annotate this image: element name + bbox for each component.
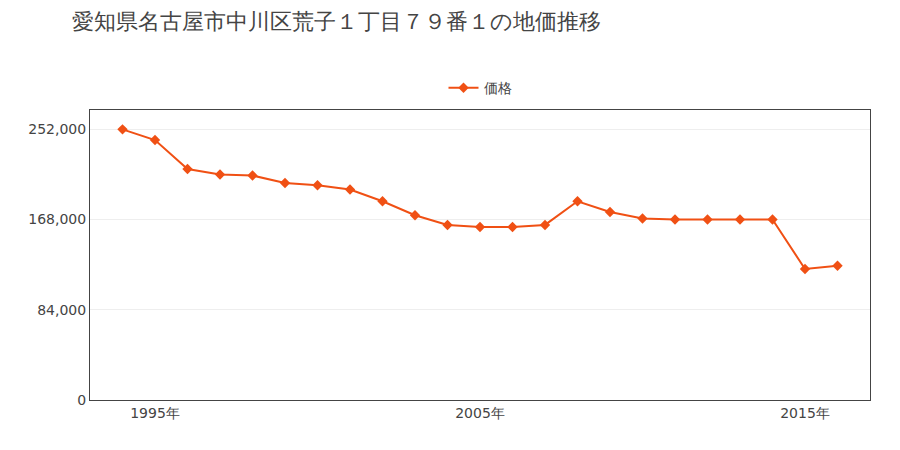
svg-text:84,000: 84,000 — [37, 302, 86, 318]
svg-text:0: 0 — [77, 392, 86, 408]
svg-text:1995年: 1995年 — [130, 405, 180, 421]
svg-text:愛知県名古屋市中川区荒子１丁目７９番１の地価推移: 愛知県名古屋市中川区荒子１丁目７９番１の地価推移 — [72, 9, 601, 34]
svg-text:252,000: 252,000 — [28, 121, 86, 137]
svg-text:2015年: 2015年 — [780, 405, 830, 421]
svg-text:2005年: 2005年 — [455, 405, 505, 421]
svg-text:価格: 価格 — [484, 80, 512, 96]
svg-text:168,000: 168,000 — [28, 211, 86, 227]
